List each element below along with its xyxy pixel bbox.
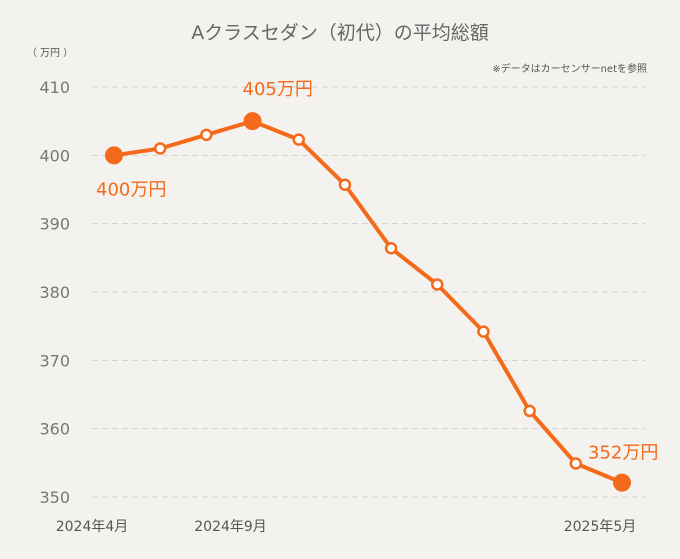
data-point: [569, 457, 583, 470]
data-point: [292, 133, 305, 146]
y-tick-label: 370: [39, 351, 70, 370]
y-tick-label: 400: [39, 146, 70, 165]
callout-layer: 400万円 405万円 352万円: [96, 79, 658, 463]
chart-title: Aクラスセダン（初代）の平均総額: [191, 22, 489, 44]
y-axis: 410 400 390 380 370 360 350: [39, 78, 70, 507]
highlight-point: [243, 112, 262, 131]
grid-layer: [92, 86, 645, 498]
series-layer: [105, 112, 631, 492]
y-tick-label: 360: [39, 420, 70, 439]
highlight-point: [105, 146, 123, 165]
data-point: [200, 128, 213, 142]
data-point: [153, 142, 167, 155]
value-callout: 405万円: [243, 79, 313, 100]
y-tick-label: 380: [39, 283, 70, 302]
source-note: ※データはカーセンサーnetを参照: [492, 62, 647, 75]
data-point: [431, 278, 444, 291]
y-unit-label: （ 万円 ）: [27, 47, 73, 59]
value-callout: 352万円: [588, 443, 658, 464]
x-tick-label: 2024年9月: [194, 519, 267, 535]
y-tick-label: 390: [39, 215, 70, 234]
y-tick-label: 350: [39, 488, 70, 507]
value-callout: 400万円: [96, 179, 166, 200]
data-point: [477, 325, 490, 338]
x-tick-label: 2024年4月: [56, 519, 129, 535]
highlight-point: [613, 473, 631, 492]
data-point: [338, 178, 352, 191]
series-line: [112, 119, 624, 485]
data-point: [384, 242, 398, 255]
y-tick-label: 410: [39, 78, 70, 97]
data-point: [523, 404, 536, 418]
x-axis: 2024年4月 2024年9月 2025年5月: [56, 519, 637, 535]
x-tick-label: 2025年5月: [564, 519, 637, 535]
